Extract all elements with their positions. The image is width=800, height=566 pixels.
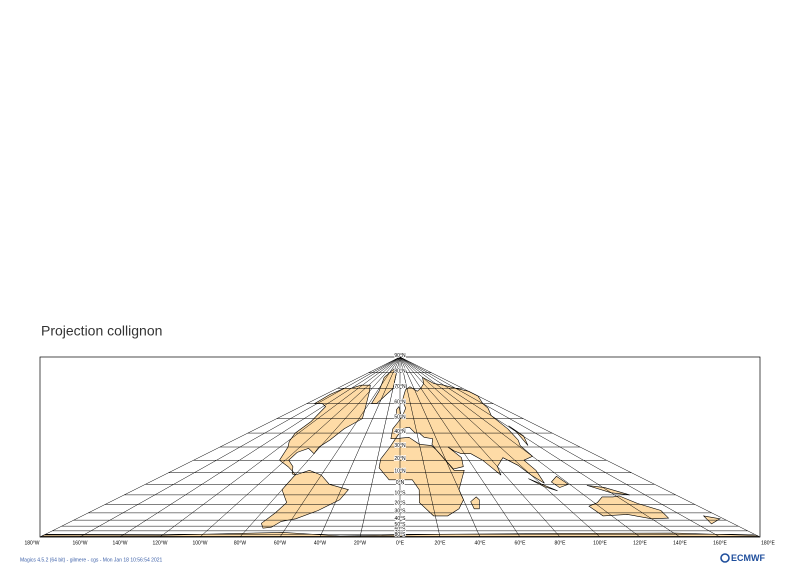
graticule bbox=[39, 356, 761, 538]
longitude-line bbox=[39, 356, 401, 538]
latitude-label: 20°S bbox=[395, 500, 407, 506]
landmass bbox=[470, 496, 480, 510]
longitude-line bbox=[359, 356, 401, 538]
latitude-label: 0°N bbox=[396, 480, 405, 486]
longitude-line bbox=[399, 356, 481, 538]
map-title: Projection collignon bbox=[41, 323, 162, 339]
longitude-label: 40°W bbox=[314, 540, 327, 546]
longitude-label: 120°W bbox=[152, 540, 167, 546]
landmass bbox=[550, 475, 569, 488]
latitude-label: 80°N bbox=[394, 369, 406, 375]
longitude-line bbox=[399, 356, 441, 538]
longitude-label: 160°W bbox=[72, 540, 87, 546]
latitude-label: 10°S bbox=[395, 491, 407, 497]
longitude-label: 20°W bbox=[354, 540, 367, 546]
longitude-line bbox=[159, 356, 401, 538]
longitude-label: 60°W bbox=[274, 540, 287, 546]
latitude-label: 30°S bbox=[395, 509, 407, 515]
logo: ECMWF bbox=[720, 553, 765, 563]
longitude-label: 180°W bbox=[24, 540, 39, 546]
latitude-label: 40°N bbox=[394, 429, 406, 435]
footer-text: Magics 4.5.2 (64 bit) - gilmere - cgs - … bbox=[20, 557, 163, 563]
latitude-label: 30°N bbox=[394, 443, 406, 449]
longitude-line bbox=[199, 356, 401, 538]
latitude-label: 40°S bbox=[395, 516, 407, 522]
longitude-label: 100°E bbox=[593, 540, 607, 546]
longitude-label: 160°E bbox=[713, 540, 727, 546]
longitude-label: 0°E bbox=[396, 540, 405, 546]
longitude-line bbox=[399, 356, 601, 538]
longitude-line bbox=[119, 356, 401, 538]
latitude-label: 50°S bbox=[395, 522, 407, 528]
longitude-label: 60°E bbox=[515, 540, 527, 546]
longitude-label: 180°E bbox=[761, 540, 775, 546]
latitude-label: 80°S bbox=[395, 532, 407, 538]
latitude-label: 20°N bbox=[394, 456, 406, 462]
longitude-label: 20°E bbox=[435, 540, 447, 546]
longitude-line bbox=[399, 356, 681, 538]
latitude-label: 60°N bbox=[394, 399, 406, 405]
longitude-label: 140°W bbox=[112, 540, 127, 546]
latitude-label: 90°N bbox=[394, 353, 406, 359]
graticule-labels: 90°N 80°N 70°N 60°N 50°N 40°N 30°N 20°N 10°N 0°N 1… bbox=[24, 352, 775, 546]
landmass bbox=[279, 384, 371, 476]
latitude-label: 60°S bbox=[395, 527, 407, 533]
longitude-line bbox=[239, 356, 401, 538]
land-layer bbox=[39, 367, 761, 538]
latitude-label: 50°N bbox=[394, 414, 406, 420]
longitude-line bbox=[399, 356, 521, 538]
latitude-label: 70°N bbox=[394, 384, 406, 390]
longitude-label: 80°E bbox=[555, 540, 567, 546]
logo-text: ECMWF bbox=[731, 553, 765, 563]
longitude-line bbox=[399, 356, 721, 538]
landmass bbox=[390, 376, 545, 484]
latitude-label: 70°S bbox=[395, 530, 407, 536]
landmass bbox=[586, 485, 630, 496]
longitude-label: 80°W bbox=[234, 540, 247, 546]
longitude-line bbox=[399, 356, 641, 538]
latitude-label: 10°N bbox=[394, 469, 406, 475]
longitude-label: 100°W bbox=[192, 540, 207, 546]
landmass bbox=[588, 495, 670, 520]
landmass bbox=[528, 478, 558, 492]
logo-icon bbox=[720, 553, 730, 563]
longitude-line bbox=[279, 356, 401, 538]
longitude-label: 120°E bbox=[633, 540, 647, 546]
longitude-line bbox=[79, 356, 401, 538]
longitude-label: 140°E bbox=[673, 540, 687, 546]
longitude-line bbox=[319, 356, 401, 538]
longitude-line bbox=[399, 356, 561, 538]
landmass bbox=[508, 425, 529, 446]
longitude-label: 40°E bbox=[475, 540, 487, 546]
map-frame bbox=[39, 356, 761, 538]
longitude-line bbox=[399, 356, 761, 538]
